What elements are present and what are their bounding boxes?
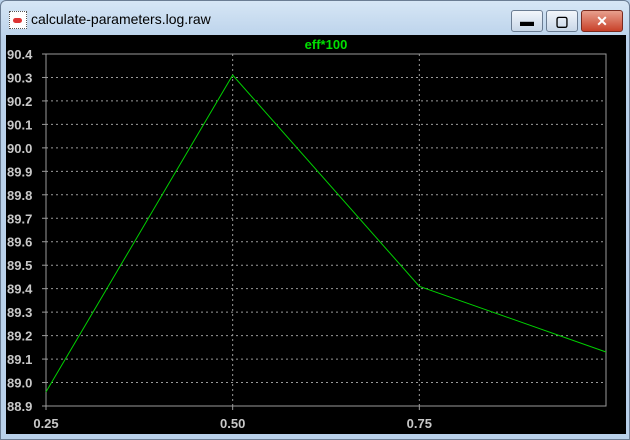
y-tick-label: 89.4 xyxy=(7,282,33,297)
y-tick-label: 90.3 xyxy=(7,70,32,85)
y-tick-label: 89.0 xyxy=(7,376,32,391)
y-tick-label: 89.7 xyxy=(7,211,32,226)
plot-area[interactable]: 90.4 90.3 90.2 90.1 90.0 89.9 89.8 89.7 89.6 89.5… xyxy=(6,35,626,434)
y-tick-label: 90.4 xyxy=(7,47,33,62)
line-chart[interactable]: 90.4 90.3 90.2 90.1 90.0 89.9 89.8 89.7 89.6 89.5… xyxy=(6,35,626,434)
x-tick-label: 0.50 xyxy=(220,416,245,431)
y-tick-label: 89.5 xyxy=(7,258,32,273)
y-tick-label: 90.0 xyxy=(7,141,32,156)
y-tick-label: 89.3 xyxy=(7,305,32,320)
waveform-app-icon xyxy=(9,11,27,29)
minimize-button[interactable]: ▬ xyxy=(511,10,543,32)
y-tick-label: 89.2 xyxy=(7,329,32,344)
y-tick-label: 90.2 xyxy=(7,94,32,109)
plot-frame xyxy=(45,53,607,407)
x-tick-label: 0.25 xyxy=(33,416,58,431)
close-button[interactable]: ✕ xyxy=(581,10,623,32)
close-icon: ✕ xyxy=(596,13,608,29)
y-tick-label: 89.1 xyxy=(7,352,32,367)
minimize-icon: ▬ xyxy=(520,13,534,29)
y-tick-label: 89.6 xyxy=(7,235,32,250)
y-tick-label: 90.1 xyxy=(7,117,32,132)
x-tick-label: 0.75 xyxy=(407,416,432,431)
series-line xyxy=(45,74,607,393)
maximize-icon: ▢ xyxy=(555,13,569,29)
y-tick-label: 89.8 xyxy=(7,188,32,203)
window-title: calculate-parameters.log.raw xyxy=(31,11,211,27)
maximize-button[interactable]: ▢ xyxy=(546,10,578,32)
chart-title: eff*100 xyxy=(305,37,348,52)
y-tick-label: 89.9 xyxy=(7,164,32,179)
title-bar[interactable]: calculate-parameters.log.raw ▬ ▢ ✕ xyxy=(1,1,629,35)
y-tick-label: 88.9 xyxy=(7,399,32,414)
